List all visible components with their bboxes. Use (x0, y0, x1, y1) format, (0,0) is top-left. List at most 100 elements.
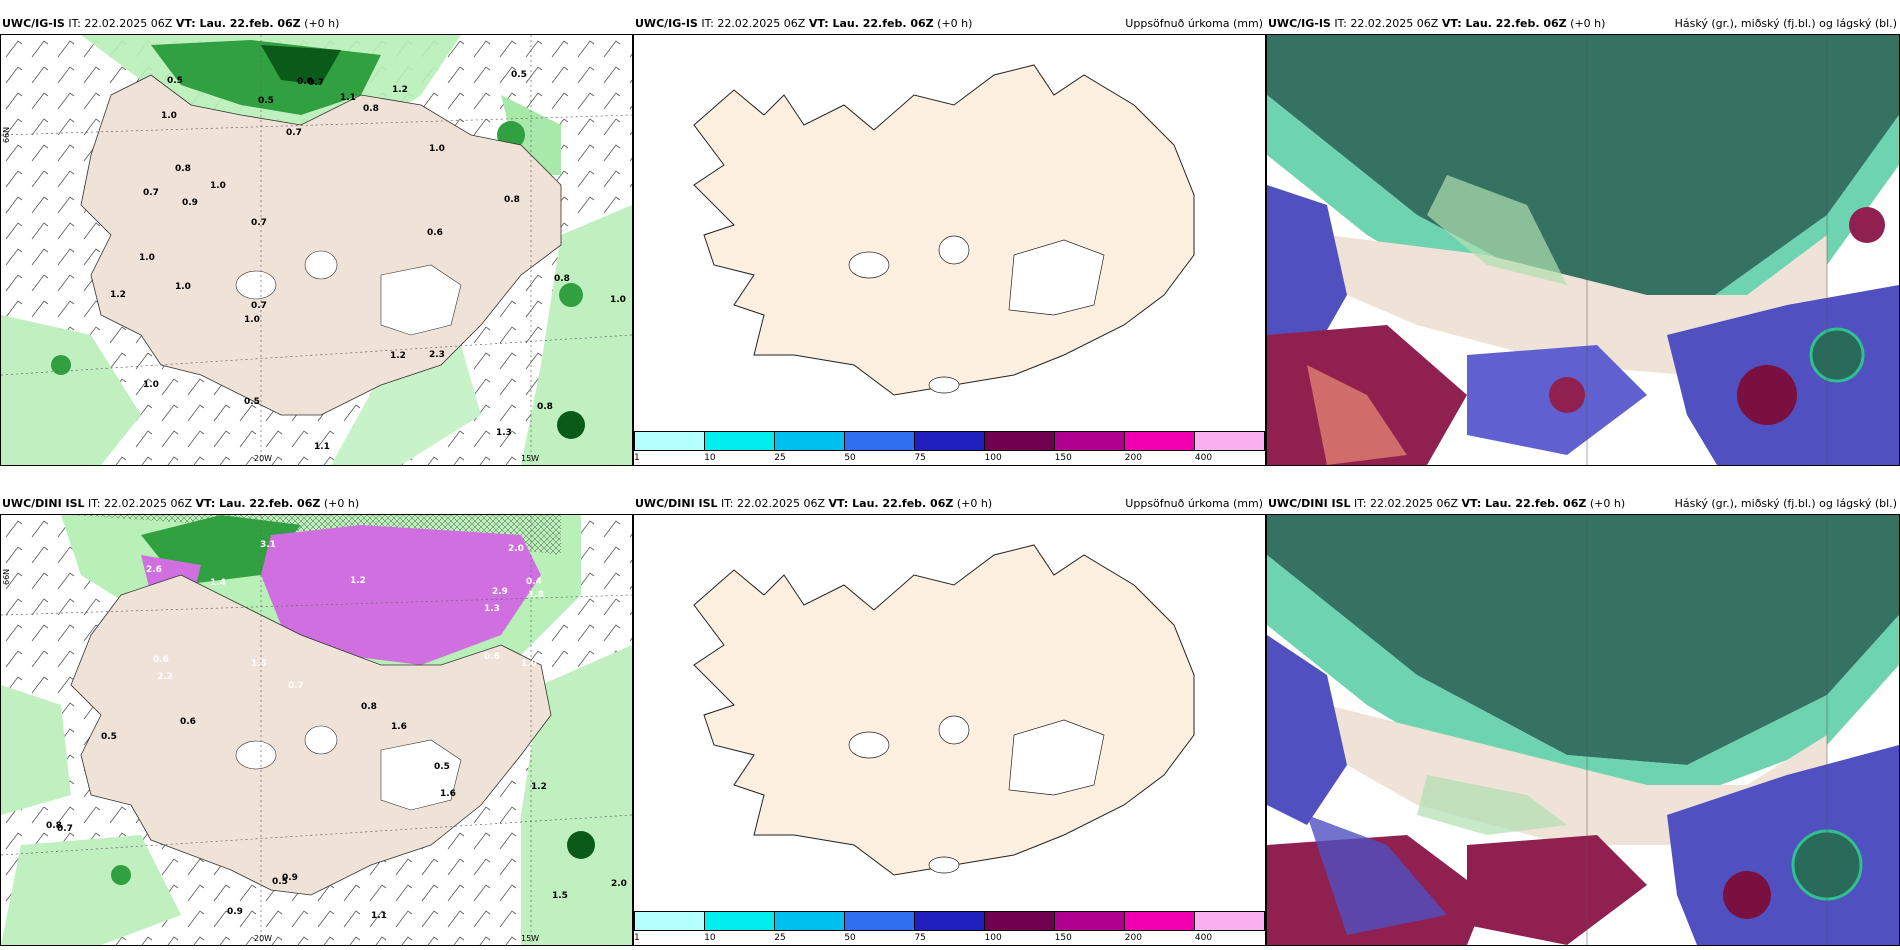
panel-top-middle-precip-map[interactable]: UWC/IG-IS IT: 22.02.2025 06Z VT: Lau. 22… (633, 17, 1266, 466)
colorbar-swatch (635, 912, 705, 930)
precip-value-label: 1.1 (314, 442, 330, 452)
cloud-map-svg (1267, 515, 1899, 945)
init-time: IT: 22.02.2025 06Z (701, 17, 806, 30)
wind-map-svg: 20W 15W 66N 0.6 0.4 1.0 1.2 2.2 3.1 2.9 1.5 2.0 1… (1, 515, 632, 945)
panel-header: UWC/DINI ISL IT: 22.02.2025 06Z VT: Lau.… (634, 495, 1265, 511)
precip-value-label: 1.0 (429, 144, 445, 154)
precip-value-label: 0.8 (175, 164, 191, 174)
precip-value-label: 1.0 (521, 659, 537, 669)
precip-value-label: 0.8 (554, 274, 570, 284)
precip-map-svg (634, 35, 1265, 430)
precip-value-label: 1.8 (528, 590, 544, 600)
wind-map-svg: 20W 15W 66N 0.8 1.0 0.5 0.7 1.2 0.9 0.6 1.1 0.8 0… (1, 35, 632, 465)
colorbar-swatch (1195, 432, 1264, 450)
colorbar-swatch (635, 432, 705, 450)
precip-value-label: 0.5 (434, 762, 450, 772)
colorbar-tick-label: 100 (984, 453, 1002, 463)
precip-colorbar (634, 911, 1265, 931)
model-name: UWC/DINI ISL (1268, 497, 1351, 510)
precip-value-labels: 0.6 0.4 1.0 1.2 2.2 3.1 2.9 1.5 2.0 1.4 1.8 2.6 1.3 0… (46, 540, 627, 921)
precip-value-label: 2.6 (146, 565, 162, 575)
init-time: IT: 22.02.2025 06Z (721, 497, 826, 510)
lon-label-15w: 15W (521, 454, 539, 463)
panel-top-right-cloud-map[interactable]: UWC/IG-IS IT: 22.02.2025 06Z VT: Lau. 22… (1266, 17, 1900, 466)
precip-value-label: 0.8 (537, 402, 553, 412)
precip-value-label: 1.6 (391, 722, 407, 732)
lead-time: (+0 h) (1570, 17, 1606, 30)
precip-value-label: 0.7 (286, 128, 302, 138)
precip-map-svg (634, 515, 1265, 910)
colorbar-swatch (915, 912, 985, 930)
precip-value-label: 0.5 (511, 70, 527, 80)
precip-value-label: 0.5 (258, 96, 274, 106)
precip-value-label: 1.2 (392, 85, 408, 95)
precip-value-label: 1.0 (161, 111, 177, 121)
lon-label-20w: 20W (254, 934, 272, 943)
init-time: IT: 22.02.2025 06Z (68, 17, 173, 30)
precip-value-label: 0.7 (57, 824, 73, 834)
precip-value-label: 1.2 (350, 576, 366, 586)
precip-value-label: 0.8 (46, 821, 62, 831)
precip-value-label: 0.6 (153, 655, 169, 665)
precip-value-label: 0.6 (297, 77, 313, 87)
precip-value-label: 2.2 (157, 672, 173, 682)
precip-value-label: 1.6 (440, 789, 456, 799)
lead-time: (+0 h) (1589, 497, 1626, 510)
panel-bottom-right-cloud-map[interactable]: UWC/DINI ISL IT: 22.02.2025 06Z VT: Lau.… (1266, 497, 1900, 946)
colorbar-tick-label: 50 (844, 933, 856, 943)
panel-top-left-wind-map[interactable]: UWC/IG-IS IT: 22.02.2025 06Z VT: Lau. 22… (0, 17, 633, 466)
colorbar-tick-label: 150 (1054, 933, 1072, 943)
colorbar-tick-label: 400 (1194, 453, 1213, 463)
panel-bottom-middle-precip-map[interactable]: UWC/DINI ISL IT: 22.02.2025 06Z VT: Lau.… (633, 497, 1266, 946)
precip-value-labels: 0.8 1.0 0.5 0.7 1.2 0.9 0.6 1.1 0.8 0.5 0.7 1.0 0.7 0… (110, 70, 626, 452)
precip-value-label: 0.7 (143, 188, 159, 198)
panel-header: UWC/IG-IS IT: 22.02.2025 06Z VT: Lau. 22… (1, 15, 632, 31)
colorbar-ticks: 1 10 25 50 75 100 150 200 400 (634, 933, 1265, 945)
precip-value-label: 0.5 (167, 76, 183, 86)
panel-product-title: Uppsöfnuð úrkoma (mm) (1125, 497, 1263, 510)
precip-value-label: 1.3 (484, 604, 500, 614)
lon-label-20w: 20W (254, 454, 272, 463)
panel-bottom-left-wind-map[interactable]: UWC/DINI ISL IT: 22.02.2025 06Z VT: Lau.… (0, 497, 633, 946)
colorbar-swatch (1125, 912, 1195, 930)
colorbar-tick-label: 25 (774, 453, 786, 463)
lat-label-66n: 66N (2, 569, 11, 585)
model-name: UWC/DINI ISL (2, 497, 85, 510)
colorbar-swatch (985, 432, 1055, 450)
colorbar-tick-label: 75 (914, 933, 926, 943)
precip-value-label: 0.8 (504, 195, 520, 205)
panel-product-title: Háský (gr.), miðský (fj.bl.) og lágský (… (1674, 17, 1897, 30)
precip-value-label: 0.5 (244, 397, 260, 407)
colorbar-swatch (845, 432, 915, 450)
valid-time: VT: Lau. 22.feb. 06Z (195, 497, 321, 510)
precip-value-label: 1.0 (610, 295, 626, 305)
precip-value-label: 1.0 (244, 315, 260, 325)
precip-value-label: 0.6 (427, 228, 443, 238)
precip-value-label: 1.5 (251, 659, 267, 669)
precip-value-label: 1.4 (210, 578, 226, 588)
colorbar-ticks: 1 10 25 50 75 100 150 200 400 (634, 453, 1265, 465)
precip-value-label: 0.9 (182, 198, 198, 208)
colorbar-tick-label: 50 (844, 453, 856, 463)
colorbar-swatch (845, 912, 915, 930)
panel-header: UWC/DINI ISL IT: 22.02.2025 06Z VT: Lau.… (1267, 495, 1899, 511)
colorbar-swatch (1055, 432, 1125, 450)
init-time: IT: 22.02.2025 06Z (1354, 497, 1459, 510)
precip-value-label: 2.0 (611, 879, 627, 889)
colorbar-tick-label: 75 (914, 453, 926, 463)
init-time: IT: 22.02.2025 06Z (88, 497, 193, 510)
colorbar-tick-label: 10 (704, 453, 716, 463)
model-name: UWC/IG-IS (635, 17, 698, 30)
precip-value-label: 3.1 (260, 540, 276, 550)
valid-time: VT: Lau. 22.feb. 06Z (828, 497, 954, 510)
colorbar-tick-label: 10 (704, 933, 716, 943)
model-name: UWC/DINI ISL (635, 497, 718, 510)
precip-value-label: 1.2 (390, 351, 406, 361)
precip-value-label: 1.0 (143, 380, 159, 390)
precip-value-label: 1.0 (210, 181, 226, 191)
colorbar-swatch (705, 912, 775, 930)
precip-value-label: 1.0 (139, 253, 155, 263)
precip-value-label: 0.7 (251, 218, 267, 228)
precip-value-label: 0.6 (180, 717, 196, 727)
precip-value-label: 1.1 (371, 911, 387, 921)
